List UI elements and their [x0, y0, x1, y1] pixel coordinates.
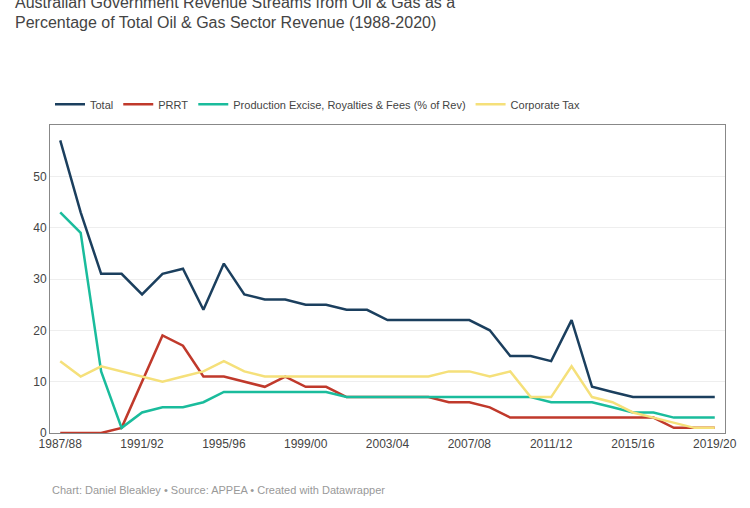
svg-text:Total: Total	[90, 99, 113, 111]
svg-text:2007/08: 2007/08	[448, 437, 492, 451]
svg-text:20: 20	[33, 324, 47, 338]
svg-text:1987/88: 1987/88	[39, 437, 83, 451]
svg-text:30: 30	[33, 272, 47, 286]
svg-text:0: 0	[40, 426, 47, 440]
svg-text:Production Excise, Royalties &: Production Excise, Royalties & Fees (% o…	[233, 99, 465, 111]
svg-text:1991/92: 1991/92	[120, 437, 164, 451]
svg-text:1999/00: 1999/00	[284, 437, 328, 451]
svg-text:PRRT: PRRT	[158, 99, 188, 111]
svg-text:1995/96: 1995/96	[202, 437, 246, 451]
svg-text:10: 10	[33, 375, 47, 389]
svg-text:2019/20: 2019/20	[693, 437, 737, 451]
svg-text:2003/04: 2003/04	[366, 437, 410, 451]
svg-text:Chart: Daniel Bleakley • Sourc: Chart: Daniel Bleakley • Source: APPEA •…	[52, 484, 385, 496]
svg-text:50: 50	[33, 170, 47, 184]
svg-text:2015/16: 2015/16	[611, 437, 655, 451]
svg-text:2011/12: 2011/12	[530, 437, 573, 451]
svg-text:Australian Government Revenue: Australian Government Revenue Streams fr…	[15, 0, 455, 31]
svg-text:40: 40	[33, 221, 47, 235]
svg-text:Corporate Tax: Corporate Tax	[511, 99, 580, 111]
